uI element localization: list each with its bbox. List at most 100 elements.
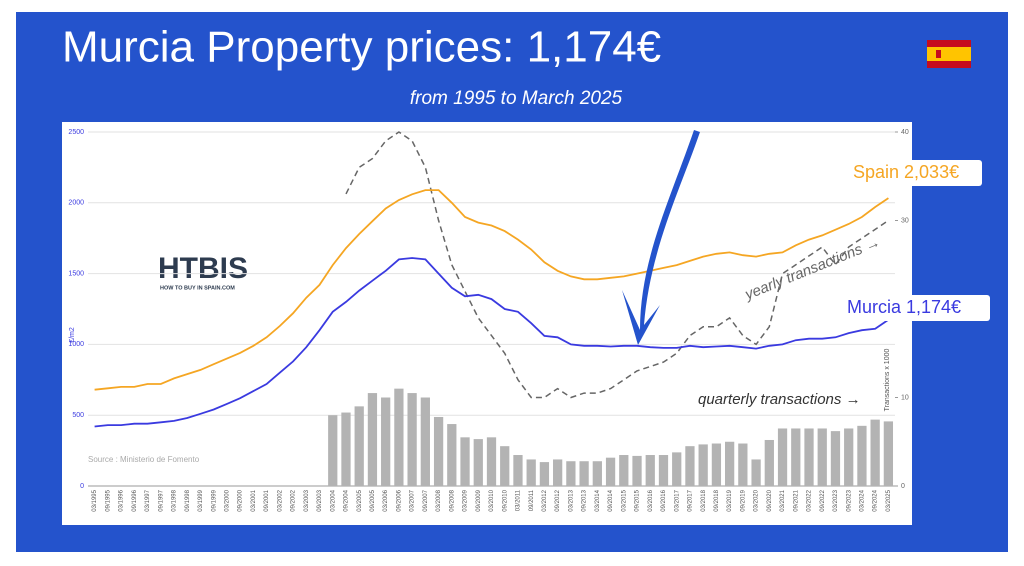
x-tick-label: 09/1998 [185,489,191,511]
y2-tick-label: 0 [901,483,905,490]
series-line [94,189,889,391]
bar [658,455,669,486]
series-line [94,257,889,428]
bar [738,443,748,486]
x-tick-label: 09/2017 [688,489,694,511]
bar [605,457,616,486]
x-tick-label: 03/2023 [833,489,839,511]
x-tick-label: 09/2007 [423,489,429,511]
x-tick-label: 09/2020 [767,489,773,511]
x-tick-label: 03/2016 [648,489,654,511]
label-box [842,295,990,321]
series-label: quarterly transactions → [698,391,861,408]
subtitle: from 1995 to March 2025 [410,88,623,109]
x-tick-label: 03/2018 [701,489,707,511]
x-tick-label: 03/2003 [304,489,310,511]
bar [513,455,523,486]
bar [553,459,563,486]
bar [751,459,761,486]
bar [844,428,854,486]
bar [592,461,602,486]
x-tick-label: 03/2014 [595,489,601,511]
x-tick-label: 03/2008 [436,489,442,511]
bar [791,428,801,486]
x-tick-label: 09/2004 [344,489,350,511]
bar [698,444,708,486]
x-tick-label: 09/2013 [582,489,588,511]
x-tick-label: 09/1999 [211,489,217,511]
x-tick-label: 09/2006 [396,489,402,511]
bar [407,393,417,486]
y2-tick-label: 30 [901,217,909,224]
bar [645,455,655,486]
x-tick-label: 09/2000 [238,489,244,511]
x-tick-label: 09/2008 [449,489,455,511]
y-tick-label: 1000 [68,341,84,348]
x-tick-label: 03/2024 [860,489,866,511]
bar [526,459,536,486]
label-box [848,160,982,186]
x-tick-label: 03/2001 [251,489,257,511]
x-tick-label: 03/1995 [92,489,98,511]
x-tick-label: 09/2023 [846,489,852,511]
x-tick-label: 03/2002 [277,489,283,511]
bar [619,455,629,486]
bar [500,446,510,486]
x-tick-label: 09/1997 [158,489,164,511]
y-axis-label: €/m2 [69,327,76,343]
bar [539,462,550,486]
bar [473,439,483,486]
y2-axis-label: Transactions x 1000 [884,349,891,412]
x-tick-label: 09/2014 [608,489,614,511]
x-tick-label: 09/2010 [502,489,508,511]
series-label: Murcia 1,174€ [847,297,961,317]
bar [394,388,404,486]
bar [725,441,735,486]
x-tick-label: 09/2024 [873,489,879,511]
x-tick-label: 03/2000 [224,489,230,511]
bar [341,412,351,486]
bar [354,406,364,486]
arrow-annotation [622,130,700,345]
bar [857,425,867,486]
x-tick-label: 03/2007 [410,489,416,511]
x-tick-label: 03/1996 [119,489,125,511]
x-tick-label: 03/2012 [542,489,548,511]
bar [447,424,457,486]
x-tick-label: 09/2009 [476,489,482,511]
x-tick-label: 03/2006 [383,489,389,511]
x-tick-label: 09/2012 [555,489,561,511]
bar [804,428,814,486]
x-tick-label: 09/1996 [132,489,138,511]
x-tick-label: 09/1995 [105,489,111,511]
bar [672,452,682,486]
x-tick-label: 09/2022 [820,489,826,511]
x-tick-label: 03/2019 [727,489,733,511]
bar [486,437,497,486]
bar [711,443,722,486]
x-tick-label: 09/2005 [370,489,376,511]
x-tick-label: 03/2025 [886,489,892,511]
x-tick-label: 03/1998 [172,489,178,511]
bar [460,437,470,486]
title: Murcia Property prices: 1,174€ [62,23,661,72]
y-tick-label: 0 [80,483,84,490]
x-tick-label: 09/2011 [529,489,535,511]
bar [420,397,430,486]
x-tick-label: 03/2011 [516,489,522,511]
bar [381,397,391,486]
y-tick-label: 500 [72,412,84,419]
bar [817,428,827,486]
x-tick-label: 09/2018 [714,489,720,511]
bar [433,416,444,486]
logo-tagline: HOW TO BUY IN SPAIN.COM [160,285,235,291]
y-tick-label: 2000 [68,200,84,207]
x-tick-label: 09/2015 [635,489,641,511]
x-tick-label: 03/2009 [463,489,469,511]
x-tick-label: 03/2013 [568,489,574,511]
bar [579,461,589,486]
series-label: Spain 2,033€ [853,162,959,182]
bar [685,446,695,486]
x-tick-label: 03/2021 [780,489,786,511]
bar [777,428,788,486]
